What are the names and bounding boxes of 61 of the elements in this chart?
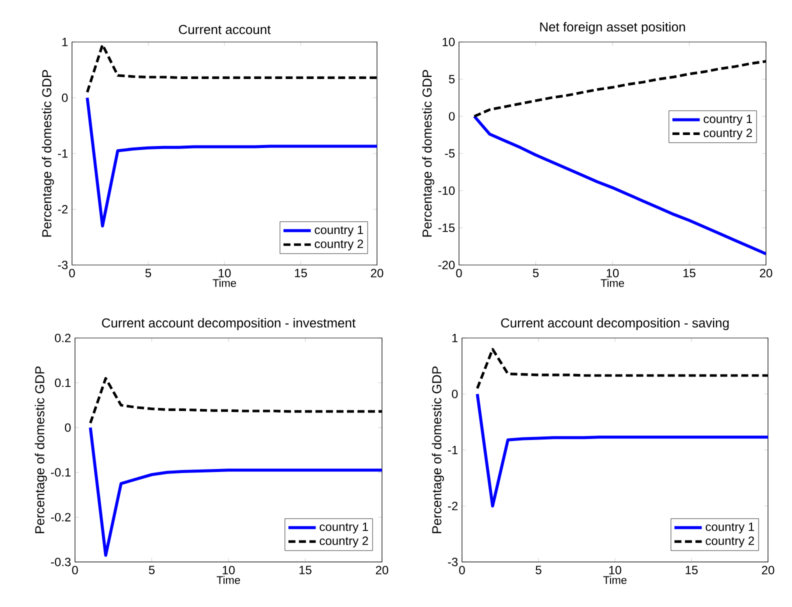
y-tick-label: -1 — [58, 149, 68, 158]
x-tick-label: 5 — [148, 566, 155, 574]
x-tick-label: 20 — [760, 268, 772, 278]
legend-label: country 2 — [704, 128, 752, 140]
x-tick-label: 15 — [683, 268, 696, 278]
x-axis-title: Time — [212, 278, 236, 287]
legend-label: country 2 — [314, 240, 364, 250]
y-tick-label: -0.2 — [51, 512, 71, 522]
y-axis-title: Percentage of domestic GDP — [432, 366, 444, 534]
x-tick-label: 20 — [762, 566, 774, 574]
x-tick-label: 0 — [72, 566, 78, 574]
x-axis-title: Time — [603, 576, 627, 584]
y-tick-label: 10 — [442, 38, 455, 46]
y-tick-label: -3 — [58, 260, 68, 270]
x-tick-label: 20 — [370, 268, 384, 278]
legend-label: country 2 — [706, 536, 754, 548]
y-tick-label: -2 — [448, 502, 458, 510]
y-axis-title: Percentage of domestic GDP — [422, 70, 434, 237]
x-tick-label: 15 — [299, 566, 312, 574]
y-tick-label: -10 — [438, 186, 455, 195]
x-tick-label: 20 — [376, 566, 388, 574]
y-tick-label: -20 — [438, 260, 455, 270]
y-tick-label: 0.2 — [54, 334, 71, 342]
chart-title: Current account decomposition - investment — [102, 318, 356, 330]
legend-label: country 1 — [314, 226, 364, 236]
y-tick-label: -0.3 — [51, 558, 71, 566]
legend-label: country 1 — [704, 114, 752, 126]
x-tick-label: 0 — [459, 566, 465, 574]
y-tick-label: 0 — [448, 112, 455, 121]
y-tick-label: 1 — [452, 334, 458, 342]
chart-title: Current account decomposition - saving — [501, 318, 729, 330]
x-axis-title: Time — [600, 278, 624, 287]
y-tick-label: -1 — [448, 446, 458, 454]
y-tick-label: 0 — [62, 94, 68, 102]
legend-label: country 1 — [706, 522, 754, 534]
y-tick-label: -0.1 — [51, 468, 71, 477]
chart-title: Net foreign asset position — [540, 22, 685, 34]
y-tick-label: 1 — [62, 38, 68, 46]
x-axis-title: Time — [216, 576, 240, 584]
x-tick-label: 5 — [536, 566, 542, 574]
y-axis-title: Percentage of domestic GDP — [34, 366, 47, 534]
y-tick-label: -3 — [448, 558, 458, 566]
y-tick-label: 0 — [64, 423, 71, 432]
y-tick-label: -2 — [58, 205, 68, 214]
x-tick-label: 5 — [532, 268, 539, 278]
y-tick-label: -5 — [445, 149, 455, 158]
x-tick-label: 10 — [222, 566, 235, 574]
y-tick-label: 5 — [448, 74, 455, 84]
y-tick-label: -15 — [438, 224, 455, 232]
legend-label: country 1 — [320, 522, 368, 534]
y-tick-label: 0.1 — [54, 378, 71, 388]
y-axis-title: Percentage of domestic GDP — [42, 70, 54, 237]
legend-label: country 2 — [320, 536, 368, 548]
chart-title: Current account — [178, 24, 271, 34]
x-tick-label: 10 — [609, 566, 622, 574]
x-tick-label: 5 — [145, 268, 152, 278]
y-tick-label: 0 — [452, 390, 458, 398]
x-tick-label: 10 — [218, 268, 231, 278]
x-tick-label: 15 — [294, 268, 307, 278]
x-tick-label: 10 — [606, 268, 619, 278]
x-tick-label: 15 — [686, 566, 698, 574]
